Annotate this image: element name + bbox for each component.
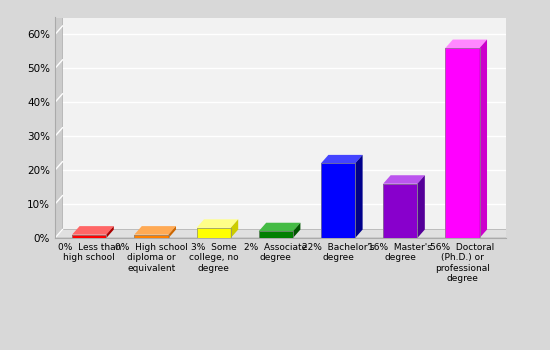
- Bar: [446, 48, 480, 238]
- Polygon shape: [293, 223, 300, 238]
- Polygon shape: [383, 175, 425, 184]
- Bar: [258, 231, 293, 238]
- Polygon shape: [106, 226, 114, 238]
- Bar: [72, 234, 106, 238]
- Polygon shape: [480, 40, 487, 238]
- Polygon shape: [168, 226, 176, 238]
- Bar: [321, 163, 355, 238]
- Bar: [196, 228, 231, 238]
- Polygon shape: [417, 175, 425, 238]
- Polygon shape: [446, 40, 487, 48]
- Polygon shape: [55, 230, 514, 238]
- Bar: [383, 184, 417, 238]
- Bar: [134, 234, 168, 238]
- Polygon shape: [72, 226, 114, 234]
- Polygon shape: [55, 9, 63, 238]
- Polygon shape: [134, 226, 176, 234]
- Polygon shape: [196, 219, 238, 228]
- Polygon shape: [258, 223, 300, 231]
- Polygon shape: [231, 219, 238, 238]
- Polygon shape: [355, 155, 362, 238]
- Polygon shape: [321, 155, 362, 163]
